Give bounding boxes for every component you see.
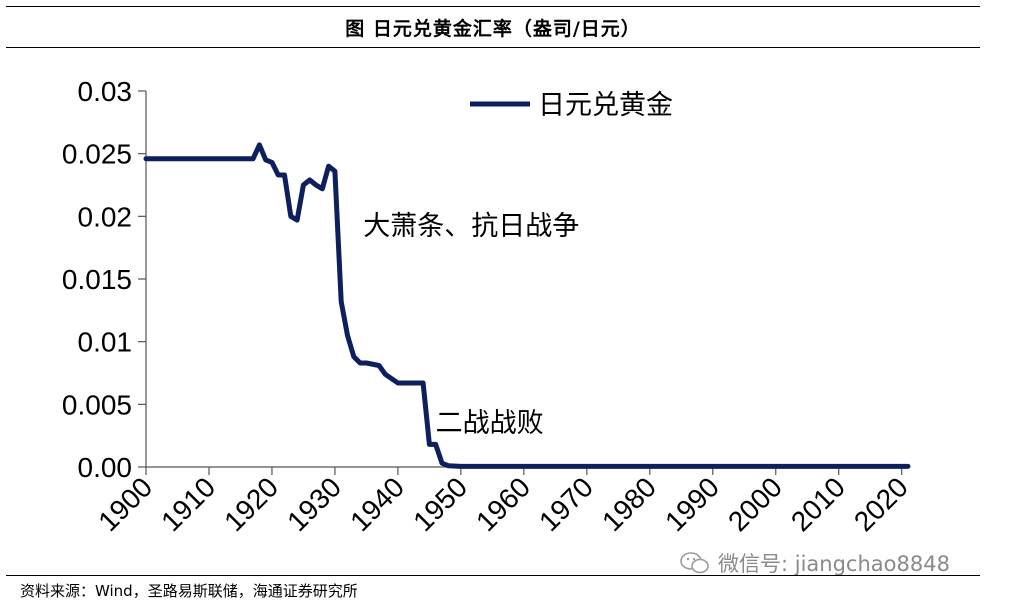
annotation-2: 二战战败 (436, 408, 544, 439)
legend: 日元兑黄金 (470, 90, 673, 121)
x-tick-label: 1990 (659, 471, 725, 537)
y-tick-label: 0.025 (62, 139, 132, 170)
watermark: 微信号: jiangchao8848 (680, 548, 950, 578)
watermark-text: 微信号: jiangchao8848 (718, 552, 950, 576)
y-tick-label: 0.015 (62, 264, 132, 295)
legend-label: 日元兑黄金 (538, 90, 673, 121)
x-tick-label: 1970 (533, 471, 599, 537)
x-tick-label: 1940 (344, 471, 410, 537)
x-tick-label: 1950 (407, 471, 473, 537)
bottom-rule (6, 575, 980, 576)
y-axis-ticks: 0.00 0.005 0.01 0.015 0.02 0.025 0.03 (62, 76, 146, 483)
x-tick-label: 1930 (281, 471, 347, 537)
y-tick-label: 0.00 (78, 452, 133, 483)
x-tick-label: 2010 (785, 471, 851, 537)
figure-title-bar: 图 日元兑黄金汇率（盎司/日元） (6, 6, 980, 48)
x-tick-label: 2020 (848, 471, 914, 537)
x-axis-ticks: 1900191019201930194019501960197019801990… (92, 467, 914, 537)
annotation-1: 大萧条、抗日战争 (363, 211, 579, 242)
y-tick-label: 0.03 (78, 76, 133, 107)
series-line-yen-gold (143, 142, 911, 469)
x-tick-label: 1980 (596, 471, 662, 537)
y-tick-label: 0.01 (78, 327, 133, 358)
source-note: 资料来源：Wind，圣路易斯联储，海通证券研究所 (20, 582, 358, 600)
wechat-icon (680, 552, 709, 574)
x-tick-label: 1960 (470, 471, 536, 537)
x-tick-label: 1910 (155, 471, 221, 537)
y-tick-label: 0.005 (62, 389, 132, 420)
x-tick-label: 2000 (722, 471, 788, 537)
figure-title: 图 日元兑黄金汇率（盎司/日元） (345, 17, 641, 40)
x-tick-label: 1920 (218, 471, 284, 537)
y-tick-label: 0.02 (78, 201, 133, 232)
